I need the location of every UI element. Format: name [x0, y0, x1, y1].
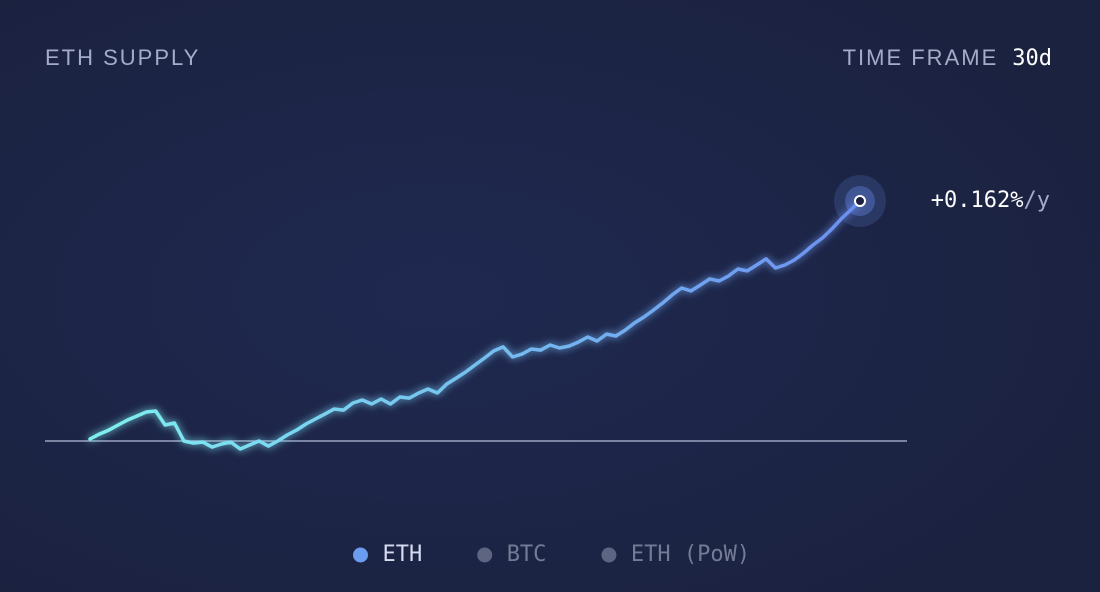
legend-dot	[601, 547, 617, 563]
time-frame: TIME FRAME 30d	[843, 45, 1052, 71]
end-value: +0.162%	[931, 188, 1024, 213]
legend-label[interactable]: BTC	[507, 542, 547, 567]
legend-label[interactable]: ETH	[383, 542, 423, 567]
legend-dot	[353, 547, 368, 563]
end-label: +0.162%/y	[931, 188, 1050, 213]
end-unit: /y	[1024, 188, 1051, 213]
line	[88, 199, 862, 451]
time-frame-value[interactable]: 30d	[1012, 46, 1052, 71]
legend-dot	[477, 547, 493, 563]
time-frame-label[interactable]: TIME FRAME	[843, 45, 999, 70]
chart-title: ETH SUPPLY	[45, 45, 200, 70]
legend-label[interactable]: ETH (PoW)	[631, 542, 750, 567]
end-point	[854, 195, 866, 207]
